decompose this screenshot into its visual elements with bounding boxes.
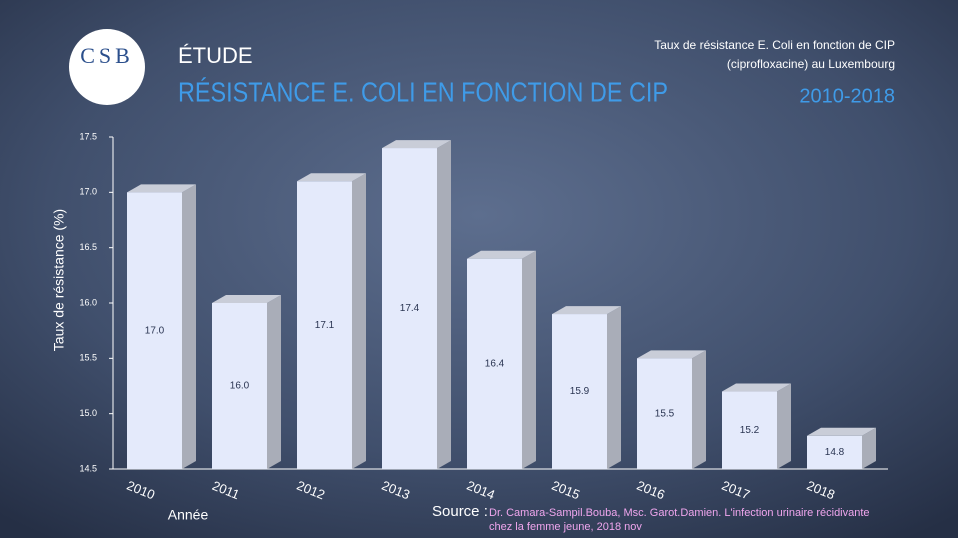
period: 2010-2018: [799, 85, 895, 107]
source-text: chez la femme jeune, 2018 nov: [489, 521, 642, 533]
bar-side: [437, 140, 451, 470]
chart-title: RÉSISTANCE E. COLI EN FONCTION DE CIP: [178, 76, 668, 107]
bar-side: [267, 295, 281, 469]
value-label: 16.0: [230, 381, 250, 392]
bar: [552, 314, 607, 469]
value-label: 16.4: [485, 359, 505, 370]
bar-side: [182, 184, 196, 470]
y-tick-label: 16.0: [79, 297, 97, 307]
bar-top: [552, 306, 621, 315]
y-tick-label: 17.0: [79, 187, 97, 197]
bar-top: [637, 350, 706, 359]
y-tick-label: 14.5: [79, 463, 97, 473]
bar-side: [777, 383, 791, 469]
bar: [127, 192, 182, 470]
y-tick-label: 17.5: [79, 131, 97, 141]
bar-side: [692, 350, 706, 469]
value-label: 17.0: [145, 325, 165, 336]
bar: [212, 303, 267, 469]
bar-top: [382, 140, 451, 149]
bar: [637, 358, 692, 469]
bar-top: [467, 250, 536, 259]
y-tick-label: 16.5: [79, 242, 97, 252]
source-text: Dr. Camara-Sampil.Bouba, Msc. Garot.Dami…: [489, 507, 870, 519]
bar-top: [212, 295, 281, 303]
bar-side: [607, 306, 621, 469]
bar-top: [722, 383, 791, 392]
bar-top: [127, 184, 196, 193]
bar-side: [862, 427, 876, 469]
bar: [297, 181, 352, 469]
subtitle: Taux de résistance E. Coli en fonction d…: [654, 38, 895, 52]
bar-side: [522, 250, 536, 469]
bar: [467, 258, 522, 469]
bar: [807, 435, 862, 469]
bar-top: [807, 427, 876, 436]
bar: [382, 148, 437, 470]
value-label: 17.1: [315, 320, 335, 331]
value-label: 14.8: [825, 447, 845, 458]
y-tick-label: 15.5: [79, 353, 97, 363]
value-label: 15.2: [740, 425, 760, 436]
subtitle: (ciprofloxacine) au Luxembourg: [727, 57, 895, 71]
y-axis-label: Taux de résistance (%): [51, 209, 67, 351]
kicker: ÉTUDE: [178, 43, 253, 68]
y-tick-label: 15.0: [79, 408, 97, 418]
bar: [722, 391, 777, 469]
value-label: 15.9: [570, 386, 590, 397]
bar-side: [352, 173, 366, 469]
source-label: Source :: [432, 503, 488, 520]
value-label: 17.4: [400, 303, 420, 314]
bar-top: [297, 173, 366, 182]
logo-text: CSB: [80, 43, 134, 68]
value-label: 15.5: [655, 408, 675, 419]
logo-circle: [69, 29, 145, 105]
x-axis-label: Année: [168, 507, 209, 523]
